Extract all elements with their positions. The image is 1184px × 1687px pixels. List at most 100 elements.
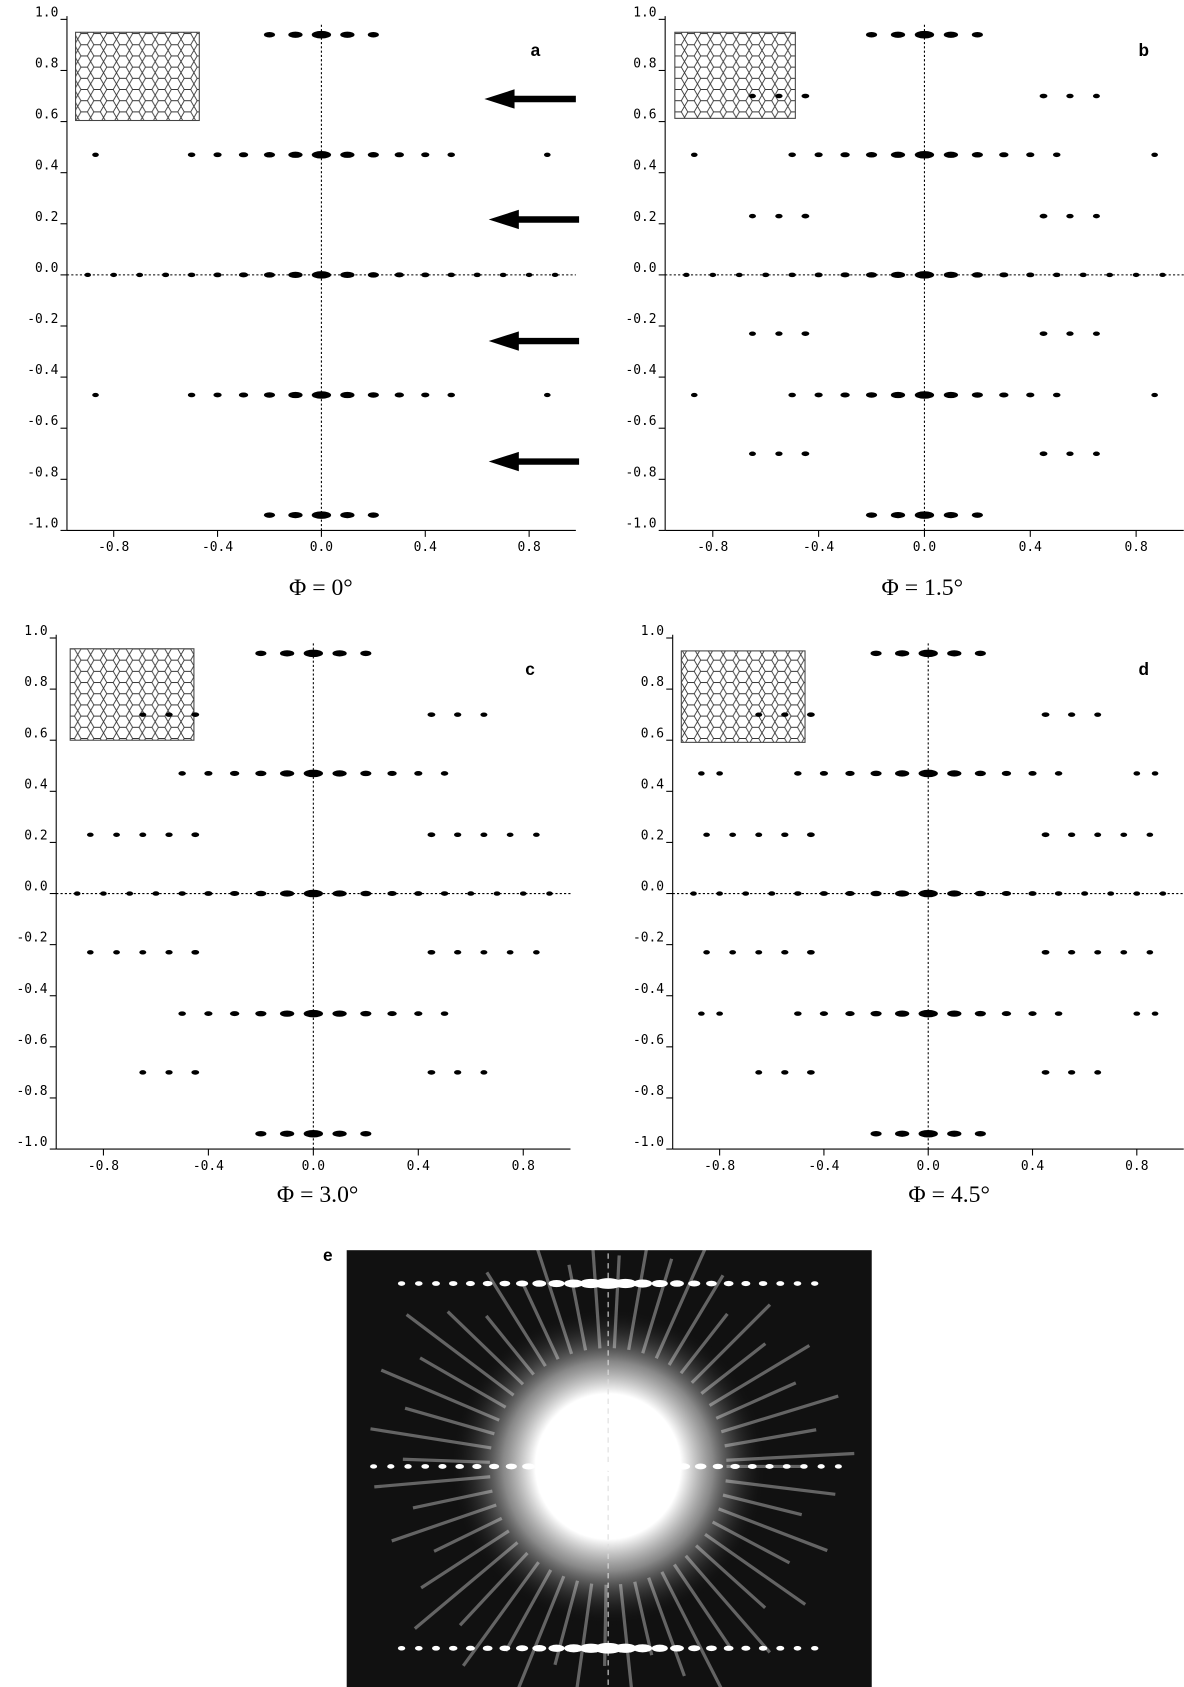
diffraction-spot bbox=[943, 391, 959, 399]
diffraction-spot bbox=[762, 272, 770, 278]
diffraction-spot bbox=[162, 272, 170, 278]
diffraction-spot bbox=[440, 891, 449, 896]
image-spot bbox=[694, 1463, 707, 1470]
image-spot bbox=[421, 1464, 430, 1469]
diffraction-spot bbox=[191, 712, 200, 717]
diffraction-spot bbox=[890, 271, 906, 279]
image-spot bbox=[489, 1463, 500, 1470]
diffraction-spot bbox=[367, 512, 379, 518]
ray bbox=[458, 1551, 529, 1627]
image-spot bbox=[613, 1643, 637, 1653]
diffraction-spot bbox=[819, 1011, 829, 1016]
image-spot bbox=[594, 1642, 623, 1654]
diffraction-spot bbox=[92, 152, 99, 157]
diffraction-spot bbox=[781, 1070, 789, 1075]
diffraction-spot bbox=[974, 650, 986, 657]
diffraction-spot bbox=[263, 392, 276, 398]
diffraction-spot bbox=[394, 152, 404, 158]
diffraction-spot bbox=[447, 152, 455, 158]
diffraction-spot bbox=[279, 1010, 295, 1017]
diffraction-spot bbox=[716, 891, 723, 896]
ray bbox=[720, 1394, 839, 1434]
diffraction-image bbox=[346, 1223, 872, 1687]
diffraction-spot bbox=[755, 1070, 763, 1075]
diffraction-spot bbox=[1026, 272, 1035, 278]
diffraction-spot bbox=[279, 890, 295, 897]
diffraction-spot bbox=[288, 271, 303, 279]
diffraction-spot bbox=[187, 152, 196, 158]
image-spot bbox=[516, 1280, 529, 1287]
image-spot bbox=[676, 1463, 691, 1470]
x-tick-label: 0.0 bbox=[310, 540, 333, 555]
diffraction-spot bbox=[1001, 1011, 1012, 1017]
diffraction-spot bbox=[191, 832, 200, 838]
diffraction-spot bbox=[387, 1011, 397, 1017]
y-tick-label: -0.6 bbox=[633, 1033, 664, 1048]
ray bbox=[405, 1313, 515, 1397]
diffraction-spot bbox=[947, 770, 962, 777]
diffraction-spot bbox=[1106, 272, 1114, 278]
diffraction-spot bbox=[1132, 272, 1140, 278]
ray bbox=[522, 1284, 560, 1360]
ray bbox=[704, 1533, 807, 1606]
diffraction-spot bbox=[447, 272, 455, 278]
y-tick-label: 0.4 bbox=[24, 777, 48, 792]
diffraction-spot bbox=[918, 649, 938, 658]
y-tick-label: -0.8 bbox=[17, 1084, 48, 1099]
diffraction-spot bbox=[845, 1011, 855, 1017]
diffraction-spot bbox=[840, 392, 850, 398]
diffraction-spot bbox=[421, 272, 430, 278]
diffraction-spot bbox=[768, 891, 776, 896]
diffraction-spot bbox=[971, 392, 983, 398]
image-spot bbox=[741, 1281, 751, 1287]
diffraction-spot bbox=[165, 1070, 173, 1075]
diffraction-spot bbox=[1151, 392, 1158, 398]
x-tick-label: 0.0 bbox=[302, 1159, 325, 1174]
panel-label: e bbox=[323, 1245, 333, 1265]
diffraction-spot bbox=[914, 30, 935, 39]
diffraction-spot bbox=[865, 152, 878, 158]
image-spot bbox=[811, 1645, 819, 1651]
diffraction-spot bbox=[440, 771, 449, 776]
diffraction-spot bbox=[100, 891, 107, 896]
diffraction-spot bbox=[794, 1011, 802, 1016]
diffraction-spot bbox=[126, 891, 134, 896]
diffraction-spot bbox=[729, 832, 737, 837]
diffraction-spot bbox=[971, 152, 983, 158]
ray bbox=[391, 1503, 497, 1543]
diffraction-spot bbox=[427, 1070, 436, 1075]
y-tick-label: 0.2 bbox=[24, 828, 47, 843]
diffraction-spot bbox=[238, 392, 249, 398]
diffraction-spot bbox=[454, 1070, 462, 1075]
diffraction-spot bbox=[974, 1130, 986, 1137]
diffraction-spot bbox=[819, 771, 829, 776]
diffraction-spot bbox=[340, 151, 355, 158]
y-tick-label: 0.4 bbox=[35, 159, 59, 174]
diffraction-spot bbox=[943, 151, 959, 158]
diffraction-spot bbox=[480, 832, 488, 837]
diffraction-spot bbox=[447, 392, 455, 398]
y-tick-label: 0.4 bbox=[633, 159, 657, 174]
ray bbox=[700, 1342, 767, 1395]
diffraction-spot bbox=[1066, 93, 1074, 99]
diffraction-spot bbox=[165, 712, 173, 717]
diffraction-spot bbox=[533, 950, 540, 955]
diffraction-spot bbox=[213, 272, 222, 278]
y-tick-label: 0.8 bbox=[35, 57, 58, 72]
diffraction-spot bbox=[229, 770, 240, 776]
diffraction-spot bbox=[999, 152, 1009, 158]
diffraction-spot bbox=[332, 650, 347, 657]
diffraction-spot bbox=[971, 272, 983, 278]
diffraction-spot bbox=[683, 272, 690, 278]
y-tick-label: -0.2 bbox=[27, 312, 58, 327]
panel-label: b bbox=[1139, 40, 1150, 60]
diffraction-spot bbox=[788, 272, 796, 278]
diffraction-spot bbox=[914, 391, 935, 399]
diffraction-spot bbox=[152, 891, 160, 896]
diffraction-spot bbox=[1151, 1011, 1159, 1016]
image-spot bbox=[449, 1281, 458, 1286]
diffraction-spot bbox=[454, 832, 462, 838]
x-tick-label: 0.8 bbox=[1124, 540, 1147, 555]
diffraction-spot bbox=[865, 512, 878, 518]
